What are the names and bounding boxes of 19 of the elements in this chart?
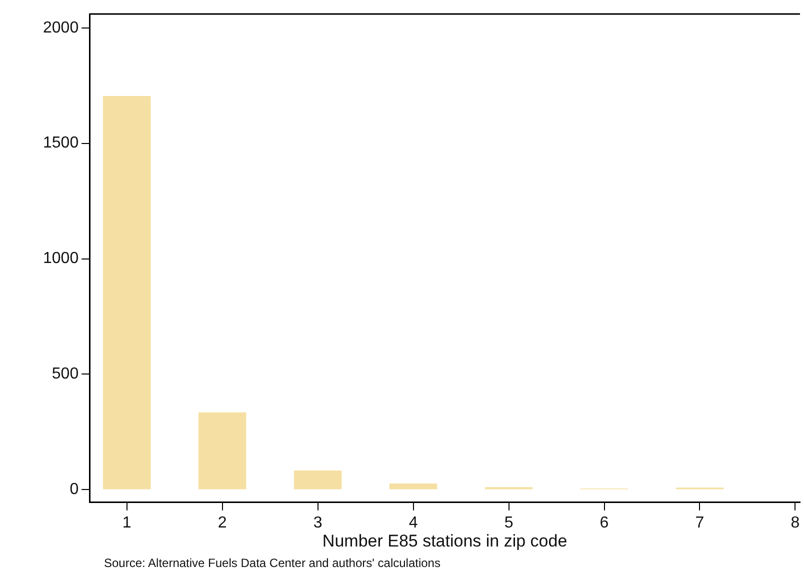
bar <box>389 483 438 490</box>
source-note: Source: Alternative Fuels Data Center and authors' calculations <box>104 556 440 570</box>
x-tick-label: 6 <box>600 514 609 532</box>
y-tick-label: 500 <box>52 366 79 383</box>
x-tick-label: 8 <box>790 514 800 532</box>
y-tick-label: 1500 <box>43 134 79 152</box>
x-tick-label: 5 <box>504 514 514 532</box>
x-tick-label: 2 <box>218 514 227 532</box>
bar <box>198 412 246 490</box>
x-tick-label: 3 <box>313 514 322 532</box>
x-tick-label: 4 <box>408 514 418 532</box>
y-tick-label: 0 <box>70 481 79 498</box>
x-axis-title: Number E85 stations in zip code <box>322 531 568 550</box>
x-tick-label: 7 <box>695 514 704 532</box>
bar <box>102 96 151 490</box>
y-tick-label: 1000 <box>43 250 79 268</box>
x-tick-label: 1 <box>122 514 132 532</box>
y-tick-label: 2000 <box>43 19 79 36</box>
bar <box>294 470 342 490</box>
